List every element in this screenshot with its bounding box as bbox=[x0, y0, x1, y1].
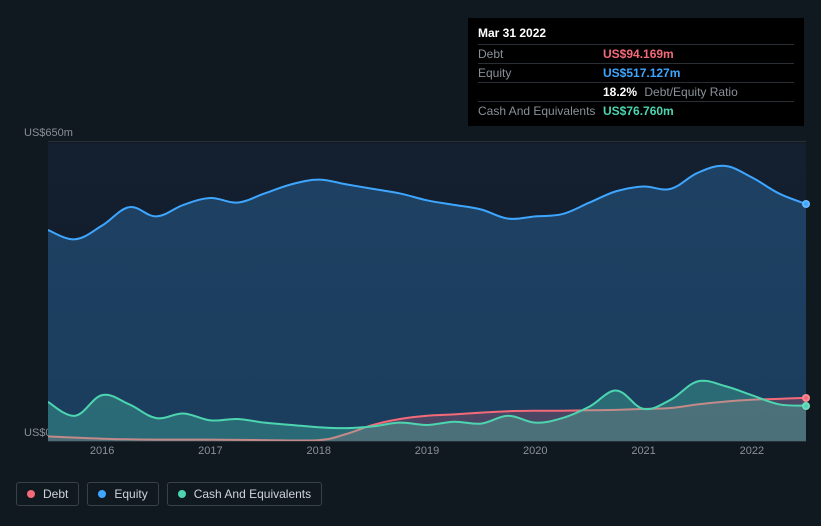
x-tick: 2016 bbox=[90, 445, 114, 457]
legend-item-equity[interactable]: Equity bbox=[87, 482, 158, 506]
legend-swatch bbox=[178, 490, 186, 498]
tooltip-value: US$94.169m bbox=[603, 47, 674, 61]
plot-area[interactable] bbox=[48, 143, 806, 441]
x-tick: 2020 bbox=[523, 445, 547, 457]
y-gridline-bottom bbox=[48, 441, 806, 442]
tooltip-label: Cash And Equivalents bbox=[478, 104, 603, 118]
tooltip-ratio-value: 18.2% bbox=[603, 85, 637, 99]
legend-item-cash[interactable]: Cash And Equivalents bbox=[167, 482, 322, 506]
chart-container: Mar 31 2022 Debt US$94.169m Equity US$51… bbox=[0, 0, 821, 526]
tooltip-label: Equity bbox=[478, 66, 603, 80]
x-tick: 2017 bbox=[198, 445, 222, 457]
chart-wrap: US$650m US$0 201620172018201920202021202… bbox=[16, 135, 806, 465]
end-marker bbox=[802, 402, 810, 410]
legend-item-debt[interactable]: Debt bbox=[16, 482, 79, 506]
end-marker bbox=[802, 394, 810, 402]
y-gridline-top bbox=[48, 141, 806, 142]
end-marker bbox=[802, 200, 810, 208]
x-tick: 2018 bbox=[306, 445, 330, 457]
tooltip-ratio-label: Debt/Equity Ratio bbox=[644, 85, 737, 99]
x-axis: 2016 2017 2018 2019 2020 2021 2022 bbox=[48, 445, 806, 463]
tooltip-value: US$517.127m bbox=[603, 66, 680, 80]
tooltip-row-debt: Debt US$94.169m bbox=[478, 44, 794, 63]
legend-swatch bbox=[27, 490, 35, 498]
legend-label: Cash And Equivalents bbox=[194, 487, 311, 501]
tooltip-value: US$76.760m bbox=[603, 104, 674, 118]
data-tooltip: Mar 31 2022 Debt US$94.169m Equity US$51… bbox=[468, 18, 804, 126]
legend: Debt Equity Cash And Equivalents bbox=[16, 482, 322, 506]
tooltip-row-cash: Cash And Equivalents US$76.760m bbox=[478, 101, 794, 120]
tooltip-row-ratio: 18.2% Debt/Equity Ratio bbox=[478, 82, 794, 101]
x-tick: 2021 bbox=[631, 445, 655, 457]
legend-label: Debt bbox=[43, 487, 68, 501]
tooltip-label: Debt bbox=[478, 47, 603, 61]
x-tick: 2022 bbox=[740, 445, 764, 457]
x-tick: 2019 bbox=[415, 445, 439, 457]
chart-svg bbox=[48, 143, 806, 441]
legend-swatch bbox=[98, 490, 106, 498]
y-tick-top: US$650m bbox=[24, 127, 73, 139]
legend-label: Equity bbox=[114, 487, 147, 501]
tooltip-ratio-wrap: 18.2% Debt/Equity Ratio bbox=[603, 85, 738, 99]
tooltip-label-blank bbox=[478, 85, 603, 99]
tooltip-date: Mar 31 2022 bbox=[478, 24, 794, 44]
tooltip-row-equity: Equity US$517.127m bbox=[478, 63, 794, 82]
